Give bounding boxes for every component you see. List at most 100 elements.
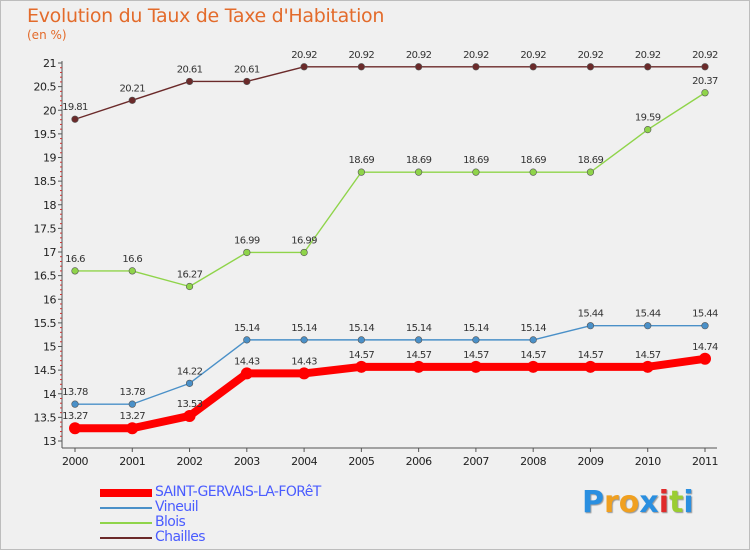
logo-letter: x xyxy=(639,485,659,520)
data-point xyxy=(240,367,253,380)
data-point xyxy=(701,89,709,97)
data-point xyxy=(71,115,79,123)
data-point xyxy=(472,63,480,71)
data-point xyxy=(357,168,365,176)
y-tick-label: 14 xyxy=(43,388,56,401)
data-label: 18.69 xyxy=(349,155,375,166)
legend-swatch xyxy=(100,489,152,497)
data-point xyxy=(128,96,136,104)
data-point xyxy=(527,360,540,373)
data-point xyxy=(71,267,79,275)
y-tick-label: 15 xyxy=(43,341,56,354)
data-point xyxy=(243,248,251,257)
legend-label: Blois xyxy=(155,514,186,530)
data-label: 18.69 xyxy=(520,155,546,166)
data-label: 14.43 xyxy=(234,356,260,367)
data-label: 15.14 xyxy=(234,323,260,334)
data-label: 15.14 xyxy=(406,323,432,334)
y-tick-label: 17.5 xyxy=(34,222,57,235)
data-point xyxy=(586,168,595,176)
data-label: 20.92 xyxy=(349,50,375,61)
data-point xyxy=(71,400,79,408)
y-tick-label: 18.5 xyxy=(34,175,57,188)
data-label: 20.92 xyxy=(692,50,718,61)
data-label: 20.61 xyxy=(234,64,260,75)
data-label: 20.92 xyxy=(520,50,546,61)
y-tick-label: 20.5 xyxy=(34,81,57,94)
data-label: 20.61 xyxy=(177,64,203,75)
data-point xyxy=(586,322,595,330)
y-tick-label: 20 xyxy=(43,104,56,117)
data-label: 13.27 xyxy=(62,411,88,422)
series-line-SAINT-GERVAIS-LA-FORêT xyxy=(71,354,709,433)
data-label: 20.92 xyxy=(291,50,317,61)
data-label: 18.69 xyxy=(463,155,489,166)
legend-label: Chailles xyxy=(155,529,206,545)
data-point xyxy=(183,409,196,422)
data-point xyxy=(357,63,365,71)
data-point xyxy=(586,63,595,71)
data-label: 14.57 xyxy=(635,350,661,361)
data-label: 13.78 xyxy=(119,387,145,398)
data-label: 14.57 xyxy=(520,350,546,361)
logo-letter: i xyxy=(683,485,694,520)
data-label: 15.14 xyxy=(463,323,489,334)
data-label: 19.59 xyxy=(635,113,661,124)
data-point xyxy=(529,336,537,344)
y-tick-label: 19.5 xyxy=(34,128,57,141)
legend-label: Vineuil xyxy=(155,499,199,515)
x-tick-label: 2001 xyxy=(119,455,145,468)
data-label: 14.57 xyxy=(463,350,489,361)
data-point xyxy=(185,379,194,387)
data-label: 15.14 xyxy=(520,323,546,334)
data-label: 16.6 xyxy=(65,254,85,265)
data-label: 15.14 xyxy=(349,323,375,334)
y-tick-label: 13.5 xyxy=(34,411,57,424)
data-label: 15.44 xyxy=(692,309,718,320)
y-tick-label: 14.5 xyxy=(34,364,57,377)
series-line-Vineuil xyxy=(74,325,706,405)
data-point xyxy=(128,267,136,275)
y-tick-label: 19 xyxy=(43,152,56,165)
data-point xyxy=(472,168,480,176)
data-label: 14.57 xyxy=(578,350,604,361)
x-tick-label: 2003 xyxy=(234,455,260,468)
legend-swatch xyxy=(100,537,152,539)
data-point xyxy=(644,322,652,330)
data-point xyxy=(699,352,711,365)
data-point xyxy=(300,248,308,257)
data-point xyxy=(644,126,652,134)
data-point xyxy=(529,63,537,71)
data-label: 19.81 xyxy=(62,102,88,113)
data-label: 20.37 xyxy=(692,76,718,87)
data-point xyxy=(69,422,81,435)
y-tick-label: 21 xyxy=(43,57,56,70)
data-label: 13.27 xyxy=(119,411,145,422)
data-point xyxy=(415,336,423,344)
y-tick-label: 18 xyxy=(43,199,56,212)
x-tick-label: 2008 xyxy=(520,455,546,468)
data-point xyxy=(412,360,425,373)
legend-swatch xyxy=(100,507,152,509)
logo-letter: i xyxy=(658,485,670,520)
data-label: 20.92 xyxy=(463,50,489,61)
y-tick-label: 16 xyxy=(43,293,56,306)
data-label: 16.27 xyxy=(177,269,203,280)
data-point xyxy=(300,336,308,344)
data-point xyxy=(185,77,194,86)
data-label: 15.44 xyxy=(635,309,661,320)
proxiti-logo: Proxiti xyxy=(582,485,694,520)
series-line-Chailles xyxy=(74,66,706,120)
chart-title: Evolution du Taux de Taxe d'Habitation xyxy=(27,5,385,27)
data-point xyxy=(298,367,311,380)
x-tick-label: 2004 xyxy=(291,455,317,468)
data-point xyxy=(415,168,423,176)
data-point xyxy=(243,336,251,344)
data-point xyxy=(472,336,480,344)
data-point xyxy=(701,322,709,330)
data-label: 20.92 xyxy=(406,50,432,61)
data-label: 16.99 xyxy=(291,235,317,246)
data-label: 13.78 xyxy=(62,387,88,398)
